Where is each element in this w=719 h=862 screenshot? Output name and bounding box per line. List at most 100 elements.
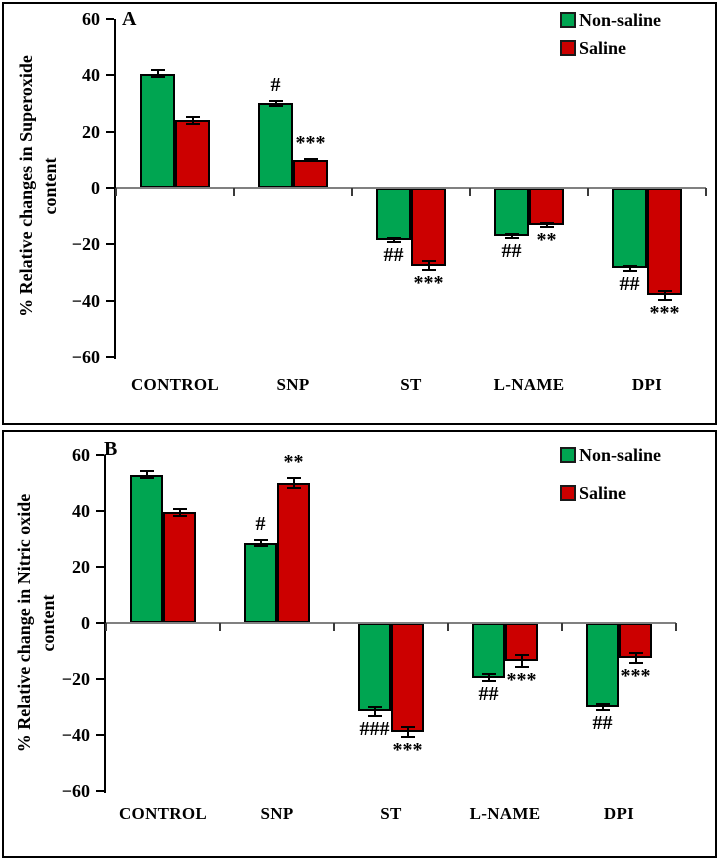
- y-tick-label: 40: [72, 501, 90, 521]
- legend-item-nonsaline: Non-saline: [560, 444, 661, 466]
- y-tick-label: −20: [61, 669, 90, 689]
- significance-annotation: ##: [619, 272, 640, 295]
- error-bar-cap: [400, 726, 415, 729]
- error-bar: [545, 222, 548, 227]
- legend-swatch-icon: [560, 12, 576, 28]
- category-label: ST: [380, 804, 402, 823]
- x-axis-tick: [233, 188, 235, 196]
- y-tick-label: 0: [81, 613, 90, 633]
- significance-annotation: #: [255, 513, 266, 536]
- y-axis-tick: [96, 510, 104, 512]
- error-bar-cap: [150, 76, 165, 79]
- y-axis-title: % Relative changes in Superoxide content: [14, 6, 66, 366]
- bar-nonsaline-st: [376, 188, 411, 241]
- y-axis-title-line: % Relative changes in Superoxide: [16, 55, 36, 317]
- y-tick-label: 60: [82, 8, 100, 29]
- error-bar: [601, 704, 604, 710]
- error-bar: [373, 706, 376, 716]
- x-axis-tick: [105, 623, 107, 631]
- error-bar: [145, 470, 148, 479]
- y-axis-title-line: content: [38, 594, 59, 652]
- error-bar-cap: [504, 233, 519, 236]
- error-bar: [274, 100, 277, 106]
- y-axis-tick: [96, 678, 104, 680]
- y-axis-tick: [96, 734, 104, 736]
- error-bar-cap: [253, 539, 268, 542]
- significance-annotation: ##: [501, 239, 522, 262]
- significance-annotation: ***: [413, 271, 444, 294]
- error-bar: [191, 116, 194, 124]
- error-bar-cap: [595, 708, 610, 711]
- error-bar: [178, 508, 181, 517]
- category-label: CONTROL: [130, 375, 220, 394]
- significance-annotation: ***: [392, 738, 423, 761]
- error-bar-cap: [504, 236, 519, 239]
- legend: Non-saline Saline: [560, 9, 661, 65]
- y-axis-tick: [106, 130, 114, 133]
- error-bar: [259, 540, 262, 546]
- y-axis-tick: [96, 790, 104, 792]
- error-bar-cap: [253, 545, 268, 547]
- bar-saline-st: [391, 623, 424, 733]
- error-bar-cap: [628, 662, 643, 665]
- error-bar: [634, 652, 637, 664]
- y-tick-label: 20: [72, 557, 90, 577]
- bar-nonsaline-lname: [494, 188, 529, 236]
- error-bar-cap: [367, 714, 382, 717]
- panel-a-superoxide-chart: 60 40 20 0 −20 −40 −60 # ## ## ## *** *** ** *** CONTRO…: [2, 2, 717, 425]
- panel-letter: A: [122, 8, 137, 30]
- x-axis-tick: [447, 623, 449, 631]
- error-bar-cap: [628, 651, 643, 654]
- error-bar-cap: [185, 122, 200, 125]
- bar-nonsaline-control: [130, 474, 163, 623]
- error-bar-cap: [622, 269, 637, 272]
- bar-nonsaline-st: [358, 623, 391, 712]
- legend-item-saline: Saline: [560, 482, 661, 504]
- error-bar: [292, 477, 295, 489]
- legend-label: Non-saline: [579, 10, 662, 30]
- error-bar-cap: [286, 476, 301, 479]
- y-axis-title: % Relative change in Nitric oxide content: [12, 443, 64, 803]
- x-axis-tick: [469, 188, 471, 196]
- bar-saline-control: [175, 120, 210, 188]
- panel-letter: B: [104, 438, 118, 460]
- legend-item-saline: Saline: [560, 37, 661, 59]
- y-tick-label: −60: [61, 781, 90, 801]
- error-bar: [663, 290, 666, 300]
- error-bar-cap: [286, 487, 301, 490]
- legend-label: Saline: [579, 38, 627, 58]
- significance-annotation: ***: [506, 668, 537, 691]
- x-axis-tick: [561, 623, 563, 631]
- bar-nonsaline-dpi: [586, 623, 619, 707]
- error-bar-cap: [481, 673, 496, 676]
- category-label: ST: [400, 375, 422, 394]
- significance-annotation: ##: [592, 711, 613, 734]
- x-axis-tick: [675, 623, 677, 631]
- error-bar: [427, 261, 430, 270]
- significance-annotation: ***: [620, 665, 651, 688]
- significance-annotation: ***: [649, 301, 680, 324]
- error-bar: [520, 654, 523, 667]
- significance-annotation: ***: [295, 131, 326, 154]
- y-axis-title-line: % Relative change in Nitric oxide: [14, 493, 34, 753]
- x-axis-tick: [351, 188, 353, 196]
- bar-saline-control: [163, 512, 196, 623]
- error-bar-cap: [303, 157, 318, 160]
- y-axis-tick: [106, 17, 114, 20]
- y-axis-tick: [96, 454, 104, 456]
- bar-saline-snp: [293, 159, 328, 188]
- category-label: L-NAME: [469, 804, 541, 823]
- legend-swatch-icon: [560, 40, 576, 56]
- y-axis-title-line: content: [40, 157, 61, 215]
- error-bar-cap: [139, 469, 154, 472]
- y-axis-tick: [106, 187, 114, 189]
- y-axis-tick: [106, 299, 114, 302]
- bar-saline-st: [411, 188, 446, 266]
- bar-nonsaline-control: [140, 73, 175, 188]
- error-bar-cap: [367, 705, 382, 708]
- legend-swatch-icon: [560, 485, 576, 501]
- y-tick-label: 60: [72, 445, 90, 465]
- y-tick-label: 20: [82, 121, 100, 142]
- error-bar: [309, 158, 312, 161]
